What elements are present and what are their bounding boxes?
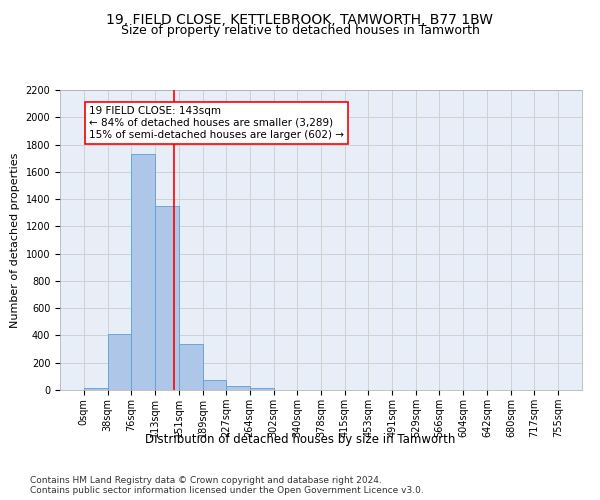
Bar: [203, 380, 226, 390]
Bar: [226, 386, 250, 390]
Bar: [107, 334, 131, 390]
Bar: [131, 154, 155, 390]
Text: 19 FIELD CLOSE: 143sqm
← 84% of detached houses are smaller (3,289)
15% of semi-: 19 FIELD CLOSE: 143sqm ← 84% of detached…: [89, 106, 344, 140]
Y-axis label: Number of detached properties: Number of detached properties: [10, 152, 20, 328]
Bar: [155, 206, 179, 390]
Bar: [250, 388, 274, 390]
Text: Contains HM Land Registry data © Crown copyright and database right 2024.
Contai: Contains HM Land Registry data © Crown c…: [30, 476, 424, 495]
Text: 19, FIELD CLOSE, KETTLEBROOK, TAMWORTH, B77 1BW: 19, FIELD CLOSE, KETTLEBROOK, TAMWORTH, …: [107, 12, 493, 26]
Text: Distribution of detached houses by size in Tamworth: Distribution of detached houses by size …: [145, 432, 455, 446]
Bar: [179, 344, 203, 390]
Bar: [84, 388, 107, 390]
Text: Size of property relative to detached houses in Tamworth: Size of property relative to detached ho…: [121, 24, 479, 37]
